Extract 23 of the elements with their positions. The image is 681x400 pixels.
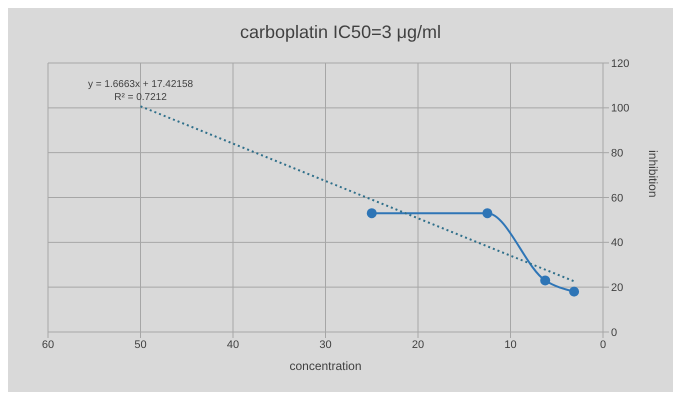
annotation: R² = 0.7212 <box>113 91 168 104</box>
y-tick-label: 20 <box>611 282 624 294</box>
x-tick-label: 50 <box>134 338 147 351</box>
point <box>540 275 550 286</box>
y-tick-label: 80 <box>611 148 624 160</box>
x-tick-label: 20 <box>412 338 424 351</box>
y-tick-label: 120 <box>611 58 630 70</box>
y-axis-title: inhibition <box>646 150 660 198</box>
point <box>569 286 580 297</box>
x-tick-label: 0 <box>600 338 606 351</box>
point <box>482 208 492 218</box>
y-tick-label: 40 <box>611 237 624 250</box>
chart-title: carboplatin IC50=3 μg/ml <box>239 22 442 43</box>
x-tick-label: 40 <box>226 338 240 351</box>
y-tick-label: 0 <box>611 326 618 339</box>
x-tick-label: 30 <box>319 338 332 351</box>
x-axis-title: concentration <box>289 359 362 373</box>
x-tick-label: 10 <box>504 338 517 351</box>
y-tick-label: 60 <box>611 192 624 204</box>
x-tick-label: 60 <box>42 338 54 351</box>
annotation: y = 1.6663x + 17.42158 <box>88 78 194 91</box>
y-tick-label: 100 <box>611 102 630 115</box>
point <box>366 208 377 218</box>
